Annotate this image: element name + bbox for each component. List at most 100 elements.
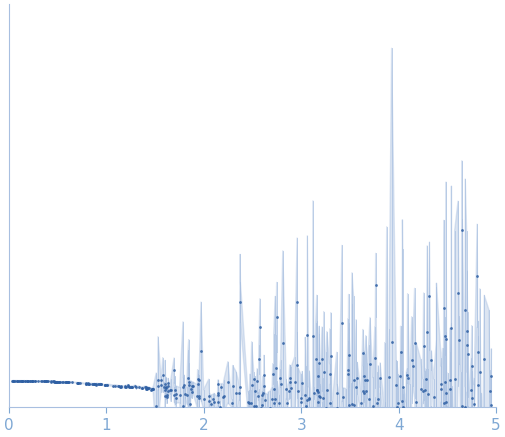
Point (205, 397, 213, 404)
Point (138, 385, 146, 392)
Point (92, 381, 100, 388)
Point (439, 400, 447, 407)
Point (316, 394, 324, 401)
Point (160, 383, 168, 390)
Point (326, 371, 334, 378)
Point (185, 378, 193, 385)
Point (40, 378, 48, 385)
Point (403, 375, 412, 382)
Point (380, 413, 388, 420)
Point (429, 394, 437, 401)
Point (55, 378, 63, 385)
Point (338, 393, 346, 400)
Point (245, 399, 253, 406)
Point (473, 272, 481, 279)
Point (354, 375, 362, 382)
Point (486, 387, 494, 394)
Point (313, 386, 321, 393)
Point (15, 377, 23, 384)
Point (420, 343, 428, 350)
Point (37, 378, 45, 385)
Point (194, 395, 203, 402)
Point (166, 387, 174, 394)
Point (89, 381, 97, 388)
Point (442, 336, 450, 343)
Point (315, 392, 323, 399)
Point (128, 384, 136, 391)
Point (406, 430, 414, 437)
Point (323, 386, 331, 393)
Point (63, 379, 71, 386)
Point (209, 396, 217, 403)
Point (154, 376, 162, 383)
Point (286, 378, 294, 385)
Point (143, 385, 151, 392)
Point (260, 382, 268, 389)
Point (403, 372, 411, 379)
Point (457, 409, 465, 416)
Point (144, 385, 153, 392)
Point (464, 351, 472, 358)
Point (360, 373, 368, 380)
Point (14, 377, 22, 384)
Point (162, 385, 170, 392)
Point (322, 421, 330, 428)
Point (381, 420, 389, 427)
Point (285, 388, 293, 395)
Point (477, 408, 485, 415)
Point (272, 365, 280, 372)
Point (305, 395, 313, 402)
Point (164, 383, 172, 390)
Point (64, 379, 72, 386)
Point (115, 383, 123, 390)
Point (52, 378, 60, 385)
Point (392, 382, 400, 389)
Point (392, 415, 400, 422)
Point (121, 383, 129, 390)
Point (96, 381, 105, 388)
Point (11, 377, 19, 384)
Point (320, 368, 328, 375)
Point (28, 378, 36, 385)
Point (132, 384, 140, 391)
Point (220, 392, 228, 399)
Point (137, 385, 145, 392)
Point (474, 412, 482, 419)
Point (372, 282, 380, 289)
Point (258, 401, 266, 408)
Point (147, 386, 155, 393)
Point (157, 381, 165, 388)
Point (179, 384, 187, 391)
Point (246, 399, 255, 406)
Point (310, 389, 318, 396)
Point (206, 392, 214, 399)
Point (296, 398, 305, 405)
Point (24, 377, 32, 384)
Point (315, 360, 323, 367)
Point (283, 399, 291, 406)
Point (24, 378, 32, 385)
Point (188, 383, 196, 390)
Point (34, 378, 42, 385)
Point (318, 412, 326, 419)
Point (183, 392, 191, 399)
Point (480, 355, 488, 362)
Point (161, 381, 169, 388)
Point (116, 383, 124, 390)
Point (250, 388, 259, 395)
Point (322, 404, 330, 411)
Point (287, 384, 295, 391)
Point (55, 378, 63, 385)
Point (84, 380, 92, 387)
Point (398, 398, 407, 405)
Point (92, 380, 100, 387)
Point (268, 395, 276, 402)
Point (442, 389, 450, 396)
Point (253, 378, 261, 385)
Point (376, 416, 384, 423)
Point (49, 378, 57, 385)
Point (31, 377, 39, 384)
Point (454, 290, 462, 297)
Point (381, 408, 389, 415)
Point (195, 377, 203, 384)
